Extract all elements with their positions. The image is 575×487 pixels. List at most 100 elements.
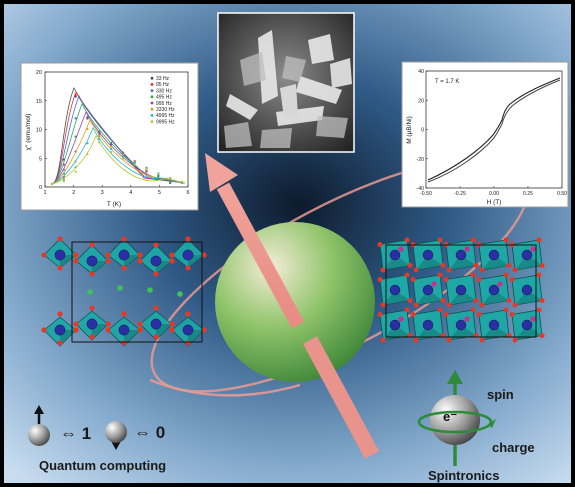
ac-y-tick-label: 0 bbox=[39, 185, 42, 191]
sem-micrograph-inset bbox=[217, 12, 355, 153]
ac-data-point bbox=[74, 93, 77, 97]
oxygen-atom bbox=[185, 340, 191, 346]
oxygen-atom bbox=[121, 311, 127, 317]
ac-legend-marker bbox=[150, 89, 154, 92]
oxygen-atom bbox=[89, 305, 95, 311]
spin-label: spin bbox=[487, 387, 514, 402]
ac-legend-marker bbox=[150, 120, 154, 123]
oxygen-atom bbox=[89, 242, 95, 248]
ac-data-point bbox=[109, 147, 113, 151]
oxygen-atom bbox=[57, 236, 63, 242]
pink-arrow-down bbox=[302, 336, 380, 459]
ac-x-axis-label: T (K) bbox=[107, 201, 121, 208]
ac-data-point bbox=[86, 127, 89, 131]
polyhedron-face bbox=[92, 324, 108, 340]
m-x-tick-label: -0.25 bbox=[454, 191, 466, 197]
interlayer-atom bbox=[117, 285, 123, 291]
oxygen-atom bbox=[185, 311, 191, 317]
ac-legend-marker bbox=[150, 101, 154, 105]
metal-atom bbox=[86, 318, 98, 330]
quantum-computing-caption: Quantum computing bbox=[39, 458, 167, 473]
oxygen-atom bbox=[503, 272, 509, 278]
pink-arrow-up bbox=[205, 153, 305, 329]
ac-y-tick-label: 20 bbox=[36, 70, 42, 76]
oxygen-atom bbox=[443, 312, 449, 317]
oxygen-atom bbox=[446, 337, 452, 343]
oxygen-atom bbox=[185, 265, 191, 271]
oxygen-atom bbox=[73, 258, 79, 264]
ac-curve-4 bbox=[51, 111, 186, 185]
ac-data-point bbox=[86, 116, 89, 120]
ac-x-tick-label: 1 bbox=[43, 190, 46, 196]
oxygen-atom bbox=[105, 321, 111, 327]
oxygen-atom bbox=[137, 252, 143, 258]
polyhedron-face bbox=[156, 324, 172, 340]
metal-atom bbox=[521, 284, 533, 296]
m-x-tick-label: 0.50 bbox=[557, 191, 567, 197]
ac-y-axis-label: χ'' (emu/mol) bbox=[25, 114, 32, 151]
ac-data-point bbox=[74, 170, 77, 173]
oxygen-atom bbox=[57, 340, 63, 346]
oxygen-atom bbox=[509, 312, 515, 317]
ac-data-point bbox=[145, 168, 148, 171]
oxygen-atom bbox=[105, 252, 111, 258]
unit-cell-box bbox=[71, 241, 203, 343]
oxygen-atom bbox=[153, 305, 159, 311]
oxygen-atom bbox=[437, 272, 443, 278]
ac-legend-entry: 95 Hz bbox=[156, 82, 170, 88]
oxygen-atom bbox=[169, 252, 175, 258]
oxygen-atom bbox=[153, 334, 159, 340]
oxygen-atom bbox=[380, 302, 386, 308]
metal-atom bbox=[182, 249, 194, 261]
ac-data-point bbox=[109, 150, 113, 154]
oxygen-atom bbox=[410, 277, 416, 282]
m-x-tick-label: -0.50 bbox=[420, 191, 432, 197]
ac-x-tick-label: 5 bbox=[158, 190, 161, 196]
m-x-tick-label: 0.00 bbox=[489, 191, 499, 197]
metal-atom bbox=[455, 284, 467, 296]
oxygen-atom bbox=[380, 267, 386, 273]
ac-x-tick-label: 2 bbox=[72, 190, 75, 196]
polyhedron-face bbox=[449, 290, 476, 305]
oxygen-atom bbox=[57, 265, 63, 271]
oxygen-atom bbox=[470, 237, 476, 243]
oxygen-atom bbox=[377, 312, 383, 317]
oxygen-atom bbox=[473, 263, 479, 268]
m-y-tick-label: 0 bbox=[421, 128, 424, 134]
oxygen-atom bbox=[404, 307, 410, 313]
green-sphere bbox=[215, 222, 375, 382]
ac-data-point bbox=[169, 180, 172, 184]
oxygen-atom bbox=[169, 327, 175, 333]
oxygen-atom bbox=[479, 337, 485, 343]
oxygen-atom bbox=[476, 277, 482, 282]
oxygen-atom bbox=[539, 298, 545, 303]
ac-data-point bbox=[133, 161, 136, 164]
oxygen-atom bbox=[73, 327, 79, 333]
oxygen-atom bbox=[503, 237, 509, 243]
metal-atom bbox=[455, 319, 467, 331]
dopant-atom bbox=[464, 246, 470, 252]
ac-curve-2 bbox=[51, 95, 186, 185]
oxygen-atom bbox=[413, 337, 419, 343]
ac-data-point bbox=[180, 180, 184, 183]
oxygen-atom bbox=[137, 321, 143, 327]
oxygen-atom bbox=[73, 321, 79, 327]
dopant-atom bbox=[398, 316, 404, 322]
ac-curve-3 bbox=[51, 103, 186, 185]
oxygen-atom bbox=[470, 307, 476, 313]
oxygen-atom bbox=[407, 298, 413, 303]
oxygen-atom bbox=[201, 327, 207, 333]
ac-data-point bbox=[121, 153, 125, 156]
polyhedron-face bbox=[482, 255, 509, 270]
ac-curve-6 bbox=[51, 127, 186, 185]
ac-legend-marker bbox=[150, 95, 154, 99]
ac-data-point bbox=[86, 153, 89, 156]
crystal-structure-left bbox=[41, 236, 207, 347]
ac-legend-entry: 995 Hz bbox=[156, 101, 172, 107]
metal-atom bbox=[54, 324, 66, 336]
ac-data-point bbox=[169, 176, 172, 179]
ac-data-point bbox=[121, 155, 125, 158]
oxygen-atom bbox=[169, 258, 175, 264]
